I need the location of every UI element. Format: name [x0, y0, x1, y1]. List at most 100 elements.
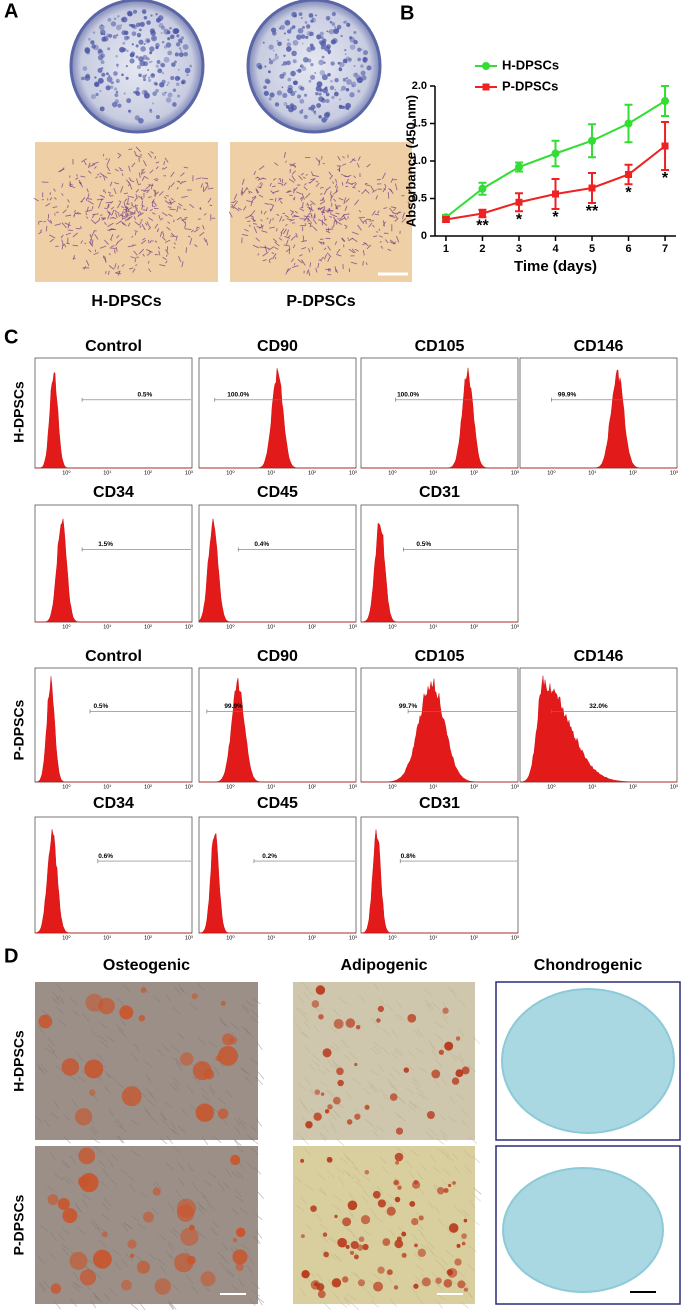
colony — [176, 42, 180, 46]
stain — [346, 1245, 350, 1249]
cell — [388, 192, 389, 199]
colony — [305, 21, 308, 24]
axis-tick: 10³ — [670, 784, 678, 790]
colony — [136, 56, 139, 59]
colony — [284, 33, 286, 35]
colony — [357, 58, 361, 62]
point — [515, 163, 523, 171]
axis-tick: 10⁰ — [62, 623, 71, 630]
colony — [115, 55, 118, 58]
stain — [402, 1253, 407, 1258]
colony — [321, 46, 325, 50]
plot-title: CD90 — [257, 648, 298, 665]
colony — [297, 94, 301, 98]
colony — [139, 29, 142, 32]
stain — [127, 1240, 136, 1249]
colony — [183, 44, 189, 50]
colony — [315, 92, 318, 95]
percent: 99.9% — [558, 392, 577, 399]
axis-tick: 10¹ — [103, 935, 111, 941]
colony — [307, 47, 313, 53]
axis-tick: 10¹ — [267, 470, 275, 476]
colony — [331, 39, 336, 44]
x-tick-label: 5 — [589, 243, 595, 255]
axis-tick: 10⁰ — [547, 783, 556, 790]
stain — [153, 1188, 161, 1196]
colony — [132, 43, 134, 45]
colony — [272, 31, 276, 35]
colony — [95, 93, 98, 96]
colony — [117, 15, 119, 17]
stain — [454, 1258, 461, 1265]
stain — [342, 1276, 348, 1282]
colony — [287, 29, 291, 33]
stain — [427, 1111, 435, 1119]
stain — [373, 1191, 381, 1199]
colony — [156, 64, 159, 67]
axis-tick: 10² — [470, 624, 478, 630]
stain — [233, 1238, 238, 1243]
colony — [114, 93, 118, 97]
significance: ** — [586, 203, 599, 220]
texture — [258, 1072, 264, 1080]
axis-tick: 10¹ — [588, 470, 596, 476]
stain — [187, 1256, 196, 1265]
stain — [310, 1205, 317, 1212]
colony — [269, 92, 274, 97]
colony — [138, 40, 143, 45]
colony — [126, 65, 128, 67]
colony — [342, 106, 345, 109]
axis-tick: 10¹ — [267, 784, 275, 790]
percent: 99.9% — [224, 703, 243, 710]
stain — [85, 994, 103, 1012]
axis-tick: 10⁰ — [226, 783, 235, 790]
stain — [365, 1105, 370, 1110]
stain — [236, 1228, 246, 1238]
colony — [81, 77, 85, 81]
axis-tick: 10³ — [185, 624, 193, 630]
colony — [99, 25, 105, 31]
stain — [457, 1244, 461, 1248]
colony — [109, 81, 111, 83]
colony — [143, 78, 146, 81]
colony — [323, 62, 325, 64]
colony — [264, 65, 266, 67]
stain — [337, 1238, 347, 1248]
stain — [93, 1250, 112, 1269]
colony — [159, 23, 164, 28]
percent: 99.7% — [399, 703, 418, 710]
colony — [150, 28, 155, 33]
colony — [101, 33, 103, 35]
colony — [168, 93, 173, 98]
stain — [218, 1108, 229, 1119]
point — [625, 171, 632, 178]
percent: 100.0% — [397, 392, 419, 399]
stain — [229, 1037, 237, 1045]
stain — [69, 1252, 87, 1270]
cell — [76, 228, 81, 229]
stain — [395, 1153, 404, 1162]
colony — [273, 50, 275, 52]
cell — [330, 212, 331, 215]
significance: * — [552, 209, 559, 226]
colony — [101, 54, 105, 58]
colony — [148, 77, 150, 79]
colony — [117, 81, 119, 83]
colony — [108, 75, 110, 77]
colony — [293, 59, 297, 63]
colony — [106, 85, 111, 90]
stain — [51, 1283, 62, 1294]
group-label: H-DPSCs — [91, 293, 161, 310]
colony — [101, 60, 105, 64]
stain — [413, 1284, 418, 1289]
stain — [346, 1018, 356, 1028]
axis-tick: 10² — [470, 784, 478, 790]
colony — [265, 79, 270, 84]
stain — [200, 1271, 215, 1286]
texture — [324, 1303, 331, 1310]
colony — [114, 87, 117, 90]
colony — [84, 75, 90, 81]
colony — [104, 34, 106, 36]
group-label: P-DPSCs — [286, 293, 355, 310]
cell — [327, 274, 331, 275]
